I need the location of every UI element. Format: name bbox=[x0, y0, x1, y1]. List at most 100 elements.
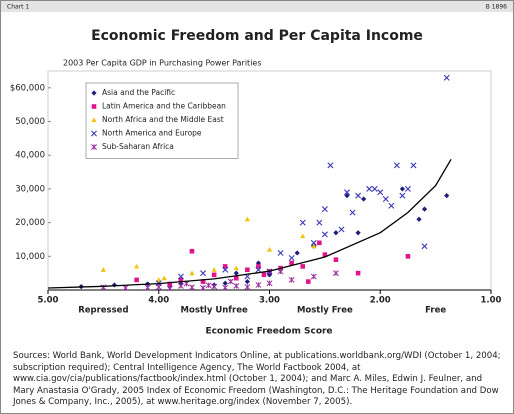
legend-label: North America and Europe bbox=[102, 129, 202, 138]
point bbox=[322, 252, 328, 257]
legend-box bbox=[85, 82, 239, 159]
point bbox=[317, 240, 322, 246]
sources: Sources: World Bank, World Development I… bbox=[13, 351, 501, 407]
point bbox=[233, 265, 239, 271]
point bbox=[256, 264, 261, 269]
point bbox=[200, 279, 206, 284]
point bbox=[266, 246, 273, 252]
point bbox=[294, 250, 300, 256]
point bbox=[134, 277, 139, 283]
point bbox=[189, 284, 195, 291]
x-band-label: Mostly Free bbox=[297, 306, 353, 316]
point bbox=[222, 280, 228, 286]
y-tick-label: $60,000 bbox=[10, 83, 45, 93]
point bbox=[177, 283, 184, 289]
point bbox=[222, 264, 228, 269]
x-tick-label: 3.00 bbox=[259, 296, 280, 306]
point bbox=[244, 278, 250, 285]
point bbox=[227, 278, 234, 285]
point bbox=[371, 185, 378, 192]
chart-subtitle: 2003 Per Capita GDP in Purchasing Power … bbox=[63, 59, 262, 68]
point bbox=[344, 193, 350, 199]
point bbox=[333, 257, 339, 262]
legend-marker bbox=[91, 104, 97, 109]
point bbox=[299, 219, 306, 226]
trendline bbox=[47, 158, 452, 289]
legend-marker bbox=[91, 90, 97, 96]
y-tick-label: 20,000 bbox=[15, 218, 45, 228]
point bbox=[266, 280, 273, 287]
point bbox=[338, 226, 345, 233]
point bbox=[233, 270, 239, 276]
legend-label: Latin America and the Caribbean bbox=[102, 102, 226, 111]
point bbox=[310, 273, 317, 280]
point bbox=[388, 202, 395, 209]
point bbox=[344, 189, 351, 196]
point bbox=[178, 277, 184, 283]
point bbox=[233, 283, 240, 289]
point bbox=[222, 284, 229, 291]
point bbox=[421, 243, 428, 250]
point bbox=[399, 192, 406, 199]
y-tick-label: 40,000 bbox=[15, 151, 45, 161]
point bbox=[393, 162, 400, 169]
x-tick-label: 4.00 bbox=[148, 296, 169, 306]
point bbox=[289, 260, 294, 266]
point bbox=[288, 276, 295, 283]
legend-label: Sub-Saharan Africa bbox=[102, 142, 174, 151]
point bbox=[134, 263, 140, 269]
point bbox=[311, 243, 317, 249]
point bbox=[310, 239, 317, 246]
point bbox=[327, 162, 334, 169]
legend-label: North Africa and the Middle East bbox=[102, 115, 224, 124]
point bbox=[377, 189, 384, 196]
point bbox=[305, 279, 311, 284]
point bbox=[205, 282, 212, 289]
chart: Chart 1 B 1896 Economic Freedom and Per … bbox=[1, 1, 513, 337]
point bbox=[444, 193, 450, 199]
point bbox=[421, 206, 428, 212]
x-band-label: Mostly Unfree bbox=[181, 306, 248, 316]
point bbox=[222, 266, 229, 273]
header-left: Chart 1 bbox=[7, 4, 29, 11]
point bbox=[111, 282, 118, 288]
point bbox=[245, 267, 250, 273]
point bbox=[361, 196, 367, 202]
point bbox=[405, 254, 411, 259]
point bbox=[332, 270, 339, 277]
y-tick-label: 50,000 bbox=[15, 117, 45, 127]
point bbox=[443, 74, 450, 81]
point bbox=[167, 281, 173, 287]
point bbox=[177, 273, 184, 280]
x-tick-label: 2.00 bbox=[370, 296, 391, 306]
point bbox=[161, 275, 167, 281]
point bbox=[255, 260, 262, 266]
point bbox=[321, 231, 328, 238]
point bbox=[233, 275, 239, 281]
point bbox=[300, 264, 306, 269]
point bbox=[189, 248, 195, 254]
point bbox=[244, 216, 250, 222]
point bbox=[300, 233, 306, 239]
legend-label: Asia and the Pacific bbox=[102, 88, 175, 97]
chart-title: Economic Freedom and Per Capita Income bbox=[91, 28, 423, 44]
legend-marker bbox=[91, 130, 97, 137]
point bbox=[355, 270, 361, 276]
point bbox=[122, 285, 129, 291]
point bbox=[410, 162, 417, 169]
point bbox=[333, 230, 339, 236]
header-bar bbox=[1, 1, 513, 12]
point bbox=[261, 272, 267, 278]
legend-marker bbox=[91, 117, 97, 123]
x-tick-label: 1.00 bbox=[481, 296, 502, 306]
point bbox=[156, 277, 162, 282]
point bbox=[355, 230, 361, 236]
point bbox=[349, 209, 356, 216]
point bbox=[316, 219, 323, 226]
point bbox=[404, 185, 411, 192]
point bbox=[200, 270, 207, 277]
point bbox=[288, 255, 295, 261]
legend-marker bbox=[91, 144, 97, 150]
point bbox=[100, 267, 106, 272]
